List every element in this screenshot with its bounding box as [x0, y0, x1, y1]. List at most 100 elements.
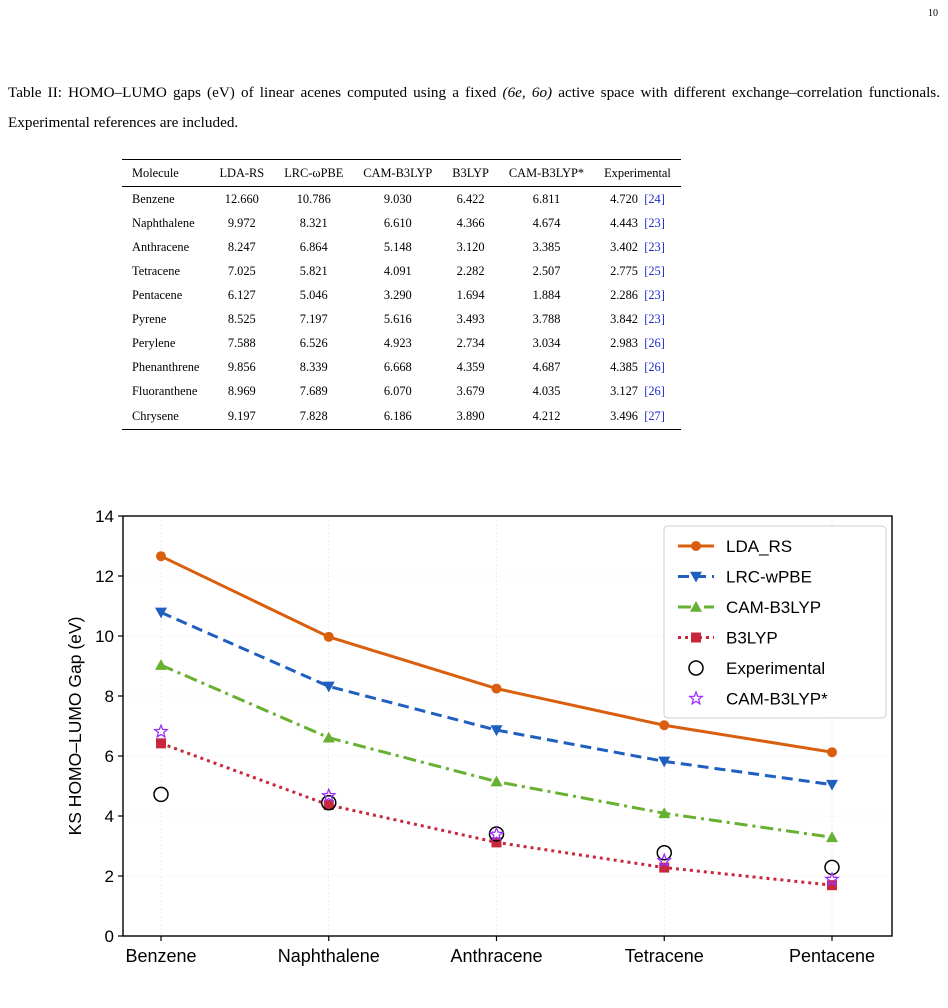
citation-link[interactable]: [23] — [644, 311, 665, 326]
page-number: 10 — [928, 8, 938, 19]
data-point — [826, 831, 838, 843]
x-tick-label: Pentacene — [789, 946, 875, 966]
data-point — [488, 826, 505, 842]
value-cell: 9.197 — [209, 403, 275, 430]
value-cell: 4.359 — [456, 359, 485, 374]
experimental-cell: 3.842 [23] — [594, 307, 681, 331]
table-row: Phenanthrene 9.856 8.339 6.668 4.359 4.687 4.3… — [122, 355, 681, 379]
value-cell: 5.148 — [383, 239, 412, 254]
value-cell: 4.687 — [532, 359, 561, 374]
data-point — [156, 551, 166, 562]
value-cell: 5.616 — [383, 311, 412, 326]
legend-label: Experimental — [726, 659, 825, 678]
value-cell: 8.321 — [299, 215, 328, 230]
table-row: Tetracene 7.025 5.821 4.091 2.282 2.507 2.775 … — [122, 259, 681, 283]
experimental-value: 3.127 — [610, 383, 638, 398]
molecule-cell: Fluoranthene — [132, 383, 198, 398]
value-cell: 8.969 — [227, 383, 256, 398]
caption-suffix: active space with different exchange–cor… — [8, 84, 941, 131]
data-point — [323, 800, 334, 811]
value-cell: 5.821 — [299, 263, 328, 278]
value-cell: 6.127 — [227, 287, 256, 302]
y-tick-label: 12 — [95, 567, 114, 586]
citation-link[interactable]: [26] — [644, 359, 665, 374]
plot-frame — [122, 515, 893, 937]
experimental-cell: 3.496 [27] — [594, 403, 681, 430]
data-point — [656, 852, 673, 868]
value-cell: 9.856 — [227, 359, 256, 374]
gap-line-chart: 0 2 4 6 8 10 12 14 Benzene Naphthalene Anthracene T… — [65, 507, 893, 966]
caption-prefix: Table II: HOMO–LUMO gaps (eV) of linear … — [8, 84, 503, 101]
experimental-cell: 3.127 [26] — [594, 379, 681, 403]
value-cell: 7.197 — [299, 311, 328, 326]
value-cell: 4.035 — [532, 383, 561, 398]
data-point — [658, 756, 671, 768]
data-point — [153, 786, 169, 803]
legend-box — [663, 525, 887, 719]
table-header-cell: Experimental — [594, 159, 681, 187]
value-cell: 7.689 — [299, 383, 328, 398]
legend-marker — [688, 690, 704, 706]
experimental-cell: 3.402 [23] — [594, 235, 681, 259]
value-cell: 3.890 — [442, 403, 499, 430]
molecule-cell: Pyrene — [132, 311, 167, 326]
citation-link[interactable]: [24] — [644, 191, 665, 206]
data-point — [320, 787, 337, 803]
molecule-cell: Anthracene — [132, 239, 190, 254]
data-point — [491, 837, 502, 848]
citation-link[interactable]: [23] — [644, 239, 665, 254]
legend-label: CAM-B3LYP* — [726, 690, 828, 709]
value-cell: 3.493 — [456, 311, 485, 326]
table-header-cell: CAM-B3LYP* — [498, 159, 595, 187]
citation-link[interactable]: [26] — [644, 383, 665, 398]
table-header-cell: B3LYP — [442, 159, 499, 187]
value-cell: 7.025 — [227, 263, 256, 278]
experimental-cell: 4.720 [24] — [594, 187, 681, 212]
table-body: Benzene 12.660 10.786 9.030 6.422 6.811 4.720 … — [122, 187, 681, 430]
molecule-cell: Tetracene — [132, 263, 180, 278]
table-header-cell: CAM-B3LYP — [353, 159, 443, 187]
experimental-value: 4.443 — [610, 215, 638, 230]
legend-label: CAM-B3LYP — [726, 598, 821, 617]
value-cell: 6.422 — [456, 191, 485, 206]
citation-link[interactable]: [26] — [644, 335, 665, 350]
data-point — [659, 862, 670, 873]
value-cell: 3.290 — [383, 287, 412, 302]
value-cell: 2.282 — [456, 263, 485, 278]
value-cell: 3.034 — [532, 335, 561, 350]
citation-link[interactable]: [25] — [644, 263, 665, 278]
y-tick-label: 0 — [105, 927, 114, 946]
legend-label: B3LYP — [726, 629, 778, 648]
table-row: Pentacene 6.127 5.046 3.290 1.694 1.884 2.286 … — [122, 283, 681, 307]
x-tick-label: Benzene — [125, 946, 196, 966]
molecule-cell: Phenanthrene — [132, 359, 200, 374]
data-point — [156, 738, 166, 749]
value-cell: 7.828 — [274, 403, 354, 430]
y-axis-label: KS HOMO–LUMO Gap (eV) — [65, 617, 85, 836]
molecule-cell: Naphthalene — [132, 215, 195, 230]
citation-link[interactable]: [23] — [644, 215, 665, 230]
data-point — [322, 681, 335, 693]
series-line — [160, 611, 833, 787]
x-tick-label: Naphthalene — [278, 946, 380, 966]
data-point — [153, 723, 169, 739]
legend-label: LDA_RS — [726, 537, 792, 556]
value-cell: 4.923 — [383, 335, 412, 350]
value-cell: 9.972 — [227, 215, 256, 230]
value-cell: 8.247 — [227, 239, 256, 254]
value-cell: 6.864 — [299, 239, 328, 254]
value-cell: 3.679 — [456, 383, 485, 398]
value-cell: 3.788 — [532, 311, 561, 326]
value-cell: 4.091 — [383, 263, 412, 278]
value-cell: 6.070 — [383, 383, 412, 398]
table-row: Naphthalene 9.972 8.321 6.610 4.366 4.674 4.44… — [122, 211, 681, 235]
data-point — [321, 794, 337, 811]
data-point — [659, 720, 670, 731]
value-cell: 12.660 — [224, 191, 259, 206]
citation-link[interactable]: [23] — [644, 287, 665, 302]
table-header-cell: LDA-RS — [209, 159, 275, 187]
experimental-value: 3.842 — [610, 311, 638, 326]
citation-link[interactable]: [27] — [644, 408, 665, 423]
data-point — [322, 731, 335, 743]
data-point — [490, 775, 503, 787]
